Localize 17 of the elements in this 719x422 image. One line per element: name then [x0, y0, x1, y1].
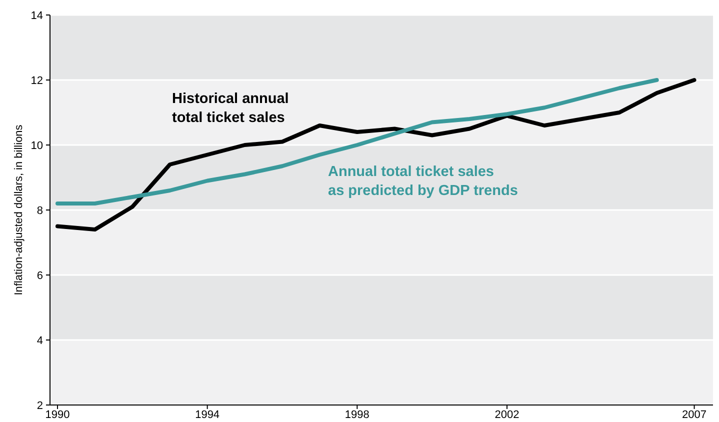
x-tick-label: 2002	[494, 409, 520, 421]
y-tick-label: 12	[30, 74, 43, 87]
y-tick-label: 4	[36, 334, 43, 347]
y-tick-label: 6	[36, 270, 43, 282]
line-series	[55, 78, 696, 232]
y-tick-label: 2	[36, 400, 43, 412]
series-label: Historical annual total ticket sales	[172, 91, 289, 126]
x-tick-label: 1990	[45, 409, 70, 421]
series-label: Annual total ticket sales as predicted by GDP trends	[328, 164, 518, 199]
y-tick-label: 14	[30, 10, 43, 22]
x-tick-label: 1994	[195, 409, 220, 421]
y-tick-label: 10	[30, 140, 43, 152]
line-series	[55, 78, 659, 206]
y-axis-title: Inflation-adjusted dollars, in billions	[13, 124, 25, 296]
x-tick-label: 1998	[344, 409, 370, 421]
y-tick-label: 8	[36, 204, 43, 217]
x-tick-label: 2007	[682, 409, 707, 421]
